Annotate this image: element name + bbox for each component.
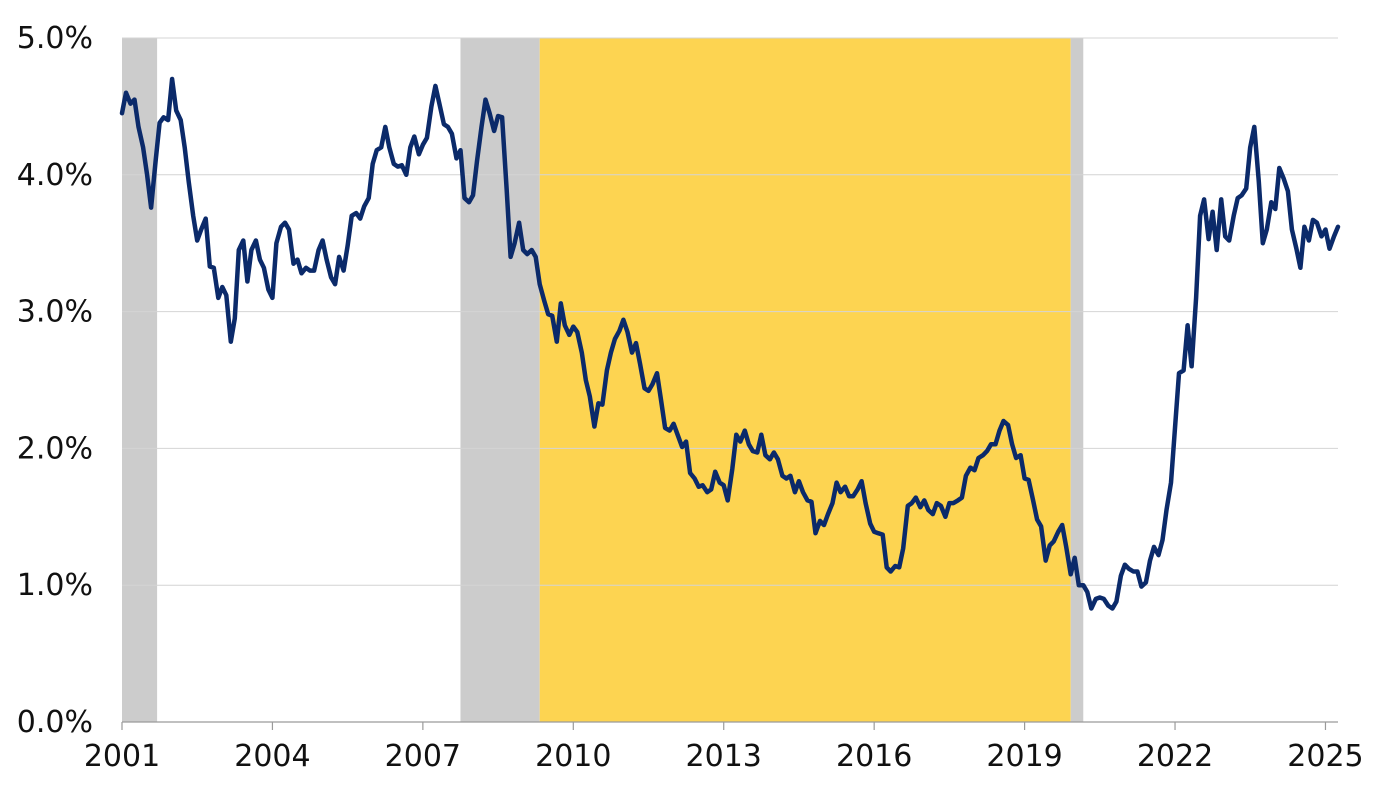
x-tick-label: 2013 (686, 739, 762, 774)
series-line-0 (119, 76, 1341, 611)
x-axis-tick-labels: 2001 2004 2007 2010 2013 2016 2019 2022 2025 (84, 739, 1364, 774)
shaded-period-1 (460, 38, 540, 722)
shaded-period-0 (122, 38, 158, 722)
shaded-period-3 (1070, 38, 1084, 722)
x-tick-label: 2007 (385, 739, 461, 774)
x-axis (121, 721, 1338, 730)
series-lines (119, 76, 1341, 611)
x-tick-label: 2001 (84, 739, 160, 774)
y-tick-label: 3.0% (17, 295, 93, 330)
shaded-period-2 (539, 38, 1071, 722)
x-tick-label: 2010 (535, 739, 611, 774)
x-tick-label: 2004 (234, 739, 310, 774)
x-tick-label: 2019 (986, 739, 1062, 774)
grid-lines (122, 37, 1338, 586)
y-tick-label: 4.0% (17, 158, 93, 193)
shaded-periods (122, 38, 1084, 722)
y-tick-label: 2.0% (17, 431, 93, 466)
x-tick-label: 2016 (836, 739, 912, 774)
y-tick-label: 5.0% (17, 21, 93, 56)
x-tick-label: 2022 (1137, 739, 1213, 774)
y-axis-tick-labels: 0.0% 1.0% 2.0% 3.0% 4.0% 5.0% (17, 21, 93, 740)
x-tick-label: 2025 (1287, 739, 1363, 774)
y-tick-label: 0.0% (17, 705, 93, 740)
y-tick-label: 1.0% (17, 568, 93, 603)
